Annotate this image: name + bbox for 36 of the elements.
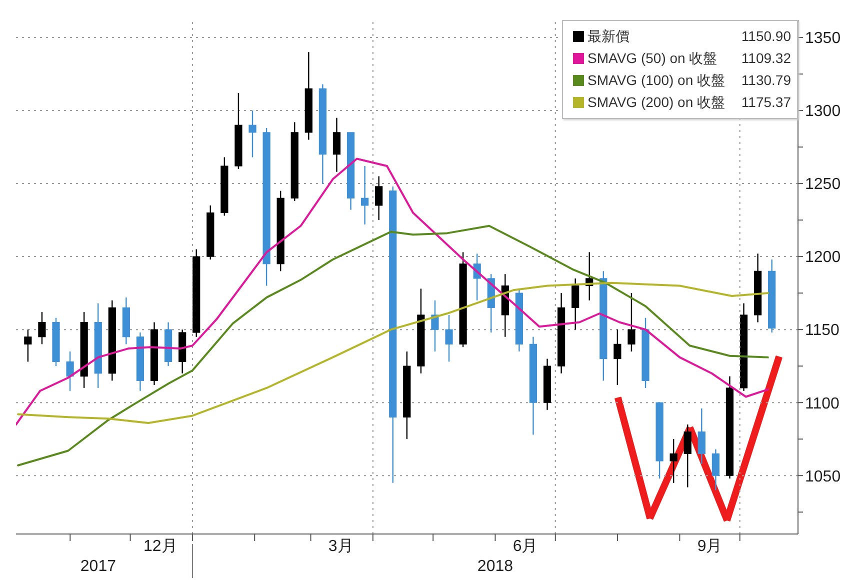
x-tick-label: 3月 — [328, 538, 354, 555]
candlestick — [572, 278, 580, 330]
x-tick-label: 9月 — [697, 538, 722, 555]
line-series — [16, 158, 769, 426]
legend-label: SMAVG (200) on 收盤 1175.37 — [588, 93, 791, 112]
candlestick — [614, 328, 622, 386]
candlestick — [360, 165, 369, 226]
candlestick — [375, 176, 383, 221]
y-tick-label: 1050 — [805, 468, 841, 486]
y-tick-label: 1250 — [805, 176, 841, 194]
candlestick — [445, 314, 453, 362]
candlestick — [431, 300, 439, 352]
candlestick — [684, 424, 692, 488]
candlestick — [24, 328, 32, 362]
candlestick — [712, 448, 720, 491]
candlestick — [628, 292, 636, 352]
line-series — [17, 282, 769, 424]
y-tick-label: 1300 — [805, 103, 841, 120]
y-tick-label: 1350 — [805, 30, 841, 48]
y-tick-label: 1150 — [805, 322, 840, 340]
x-tick-label: 6月 — [512, 538, 538, 555]
candlestick — [38, 311, 46, 345]
legend-label: SMAVG (100) on 收盤 1130.79 — [588, 71, 791, 90]
candlestick — [66, 350, 74, 392]
y-tick-label: 1200 — [805, 249, 841, 266]
line-series — [17, 224, 769, 466]
text: 最新價 1150.90 — [588, 28, 791, 44]
text: SMAVG (50) on 收盤 1109.32 — [588, 50, 791, 66]
x2-tick-label: 2018 — [477, 558, 514, 575]
candlestick — [698, 408, 706, 465]
x-tick-label: 12月 — [143, 538, 178, 555]
candlestick — [670, 438, 678, 484]
x2-tick-label: 2017 — [80, 558, 116, 575]
y-tick-label: 1100 — [805, 395, 840, 412]
candlestick — [248, 110, 256, 158]
candlestick — [332, 117, 341, 172]
